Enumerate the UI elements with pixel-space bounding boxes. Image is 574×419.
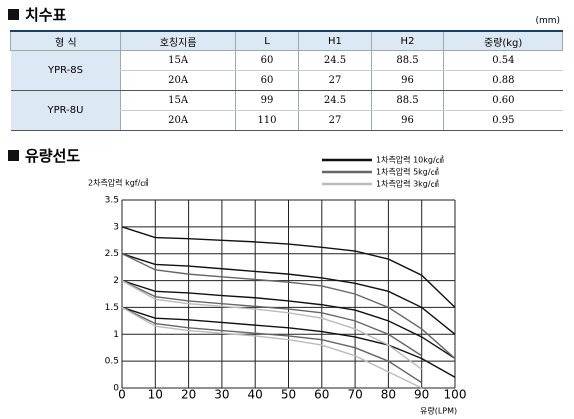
header-cell: H1 — [298, 31, 372, 51]
unit: (mm) — [535, 16, 560, 26]
cell: 0.88 — [443, 70, 563, 91]
cell: 20A — [120, 110, 236, 131]
cell: 15A — [120, 90, 236, 111]
header-cell: H2 — [370, 31, 445, 51]
flow-curve — [121, 253, 456, 359]
cell: 0.60 — [443, 90, 563, 111]
flow-curve — [121, 306, 423, 384]
header-cell: L — [234, 31, 300, 51]
x-tick-label: 50 — [281, 388, 296, 402]
cell: 96 — [370, 70, 444, 91]
x-axis-label: 유량(LPM) — [420, 406, 457, 416]
model-cell: YPR-8U — [10, 90, 121, 131]
cell: 99 — [234, 90, 299, 111]
flow-curve — [121, 306, 423, 389]
x-tick-label: 80 — [381, 388, 396, 402]
x-tick-label: 40 — [248, 388, 263, 402]
header-cell: 중량(kg) — [443, 31, 563, 51]
cell: 96 — [370, 110, 444, 131]
cell: 15A — [120, 50, 236, 71]
cell: 27 — [298, 70, 372, 91]
cell: 0.54 — [443, 50, 563, 71]
cell: 27 — [298, 110, 372, 131]
cell: 0.95 — [443, 110, 563, 131]
row: 20A 110 27 96 0.95 — [11, 110, 563, 131]
flow-curve — [121, 306, 456, 378]
section-title: 치수표 — [8, 4, 66, 25]
cell: 24.5 — [298, 90, 372, 111]
y-tick-label: 0 — [113, 384, 119, 394]
title-text: 유량선도 — [25, 147, 81, 165]
y-tick-label: 3 — [113, 222, 119, 232]
x-tick-label: 10 — [148, 388, 163, 402]
flow-curve — [121, 253, 456, 335]
x-tick-label: 90 — [414, 388, 429, 402]
flow-curve — [121, 279, 423, 357]
header-row: 형 식 호칭지름 L H1 H2 중량(kg) — [9, 31, 563, 51]
y-tick-label: 2.5 — [105, 249, 119, 259]
cell: 88.5 — [370, 50, 444, 71]
x-tick-label: 0 — [118, 388, 126, 402]
legend-label: 1차측압력 10kg/㎠ — [376, 155, 444, 165]
x-tick-label: 60 — [314, 388, 329, 402]
cell: 60 — [234, 50, 299, 71]
x-tick-label: 30 — [214, 388, 229, 402]
model-cell: YPR-8S — [10, 50, 121, 91]
spec-table: 형 식 호칭지름 L H1 H2 중량(kg) YPR-8S 15A 60 24.5 88.5 0.5… — [9, 30, 563, 131]
y-tick-label: 1.5 — [105, 303, 119, 313]
section-title: 유량선도 — [8, 145, 80, 166]
title-text: 치수표 — [25, 6, 67, 24]
y-tick-label: 3.5 — [105, 196, 119, 206]
header-cell: 호칭지름 — [120, 31, 236, 51]
y-tick-label: 0.5 — [105, 357, 119, 367]
row: 20A 60 27 96 0.88 — [11, 70, 563, 91]
flow-curve — [121, 279, 423, 370]
flow-curve — [121, 279, 456, 360]
flow-curve — [121, 226, 456, 308]
cell: 60 — [234, 70, 299, 91]
legend-label: 1차측압력 5kg/㎠ — [376, 167, 439, 177]
cell: 24.5 — [298, 50, 372, 71]
cell: 88.5 — [370, 90, 444, 111]
x-tick-label: 70 — [347, 388, 362, 402]
cell: 20A — [120, 70, 236, 91]
cell: 110 — [234, 110, 299, 131]
row: YPR-8S 15A 60 24.5 88.5 0.54 — [10, 50, 563, 91]
y-tick-label: 2 — [113, 276, 119, 286]
y-axis-label: 2차측압력 kgf/㎠ — [88, 178, 148, 188]
x-tick-label: 100 — [444, 388, 467, 402]
header-cell: 형 식 — [9, 31, 122, 51]
x-tick-label: 20 — [181, 388, 196, 402]
legend-label: 1차측압력 3kg/㎠ — [376, 179, 439, 189]
row: YPR-8U 15A 99 24.5 88.5 0.60 — [10, 90, 563, 131]
y-tick-label: 1 — [113, 330, 119, 340]
